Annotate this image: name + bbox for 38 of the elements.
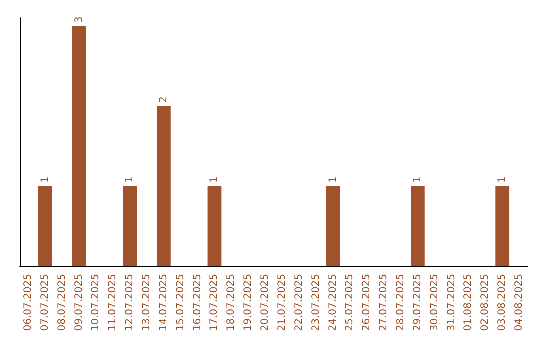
data-label: 1 xyxy=(209,176,220,183)
x-tick-label: 11.07.2025 xyxy=(108,274,119,332)
x-tick-label: 21.07.2025 xyxy=(276,274,288,332)
x-tick-label: 07.07.2025 xyxy=(40,274,51,332)
x-tick-label: 22.07.2025 xyxy=(294,274,305,332)
x-tick-label: 31.07.2025 xyxy=(446,274,458,332)
x-tick-label: 08.07.2025 xyxy=(56,274,68,332)
x-tick-label: 14.07.2025 xyxy=(158,274,170,332)
x-tick-label: 30.07.2025 xyxy=(429,274,440,332)
x-tick-label: 06.07.2025 xyxy=(22,274,34,332)
x-tick-label: 16.07.2025 xyxy=(192,274,204,332)
x-tick-label: 12.07.2025 xyxy=(124,274,136,332)
x-tick-label: 19.07.2025 xyxy=(243,274,254,332)
x-tick-label: 18.07.2025 xyxy=(226,274,238,332)
data-label: 1 xyxy=(412,176,424,183)
x-tick-label: 29.07.2025 xyxy=(412,274,424,332)
x-tick-label: 02.08.2025 xyxy=(480,274,492,332)
data-label: 1 xyxy=(40,176,51,183)
x-tick-label: 03.08.2025 xyxy=(497,274,508,332)
x-tick-label: 09.07.2025 xyxy=(74,274,85,332)
x-tick-label: 17.07.2025 xyxy=(209,274,220,332)
x-tick-label: 23.07.2025 xyxy=(310,274,322,332)
data-label: 3 xyxy=(74,16,85,23)
x-tick-label: 15.07.2025 xyxy=(175,274,186,332)
x-tick-label: 24.07.2025 xyxy=(328,274,339,332)
x-tick-label: 27.07.2025 xyxy=(378,274,390,332)
x-tick-label: 20.07.2025 xyxy=(260,274,272,332)
x-tick-label: 01.08.2025 xyxy=(463,274,474,332)
x-tick-label: 13.07.2025 xyxy=(142,274,152,332)
data-label: 1 xyxy=(124,176,136,183)
data-label: 2 xyxy=(158,96,170,103)
x-tick-label: 10.07.2025 xyxy=(90,274,102,332)
x-tick-label: 26.07.2025 xyxy=(362,274,373,332)
data-label: 1 xyxy=(328,176,339,183)
x-tick-label: 28.07.2025 xyxy=(396,274,406,332)
data-label: 1 xyxy=(497,176,508,183)
x-tick-label: 04.08.2025 xyxy=(514,274,526,332)
x-tick-label: 25.07.2025 xyxy=(344,274,356,332)
